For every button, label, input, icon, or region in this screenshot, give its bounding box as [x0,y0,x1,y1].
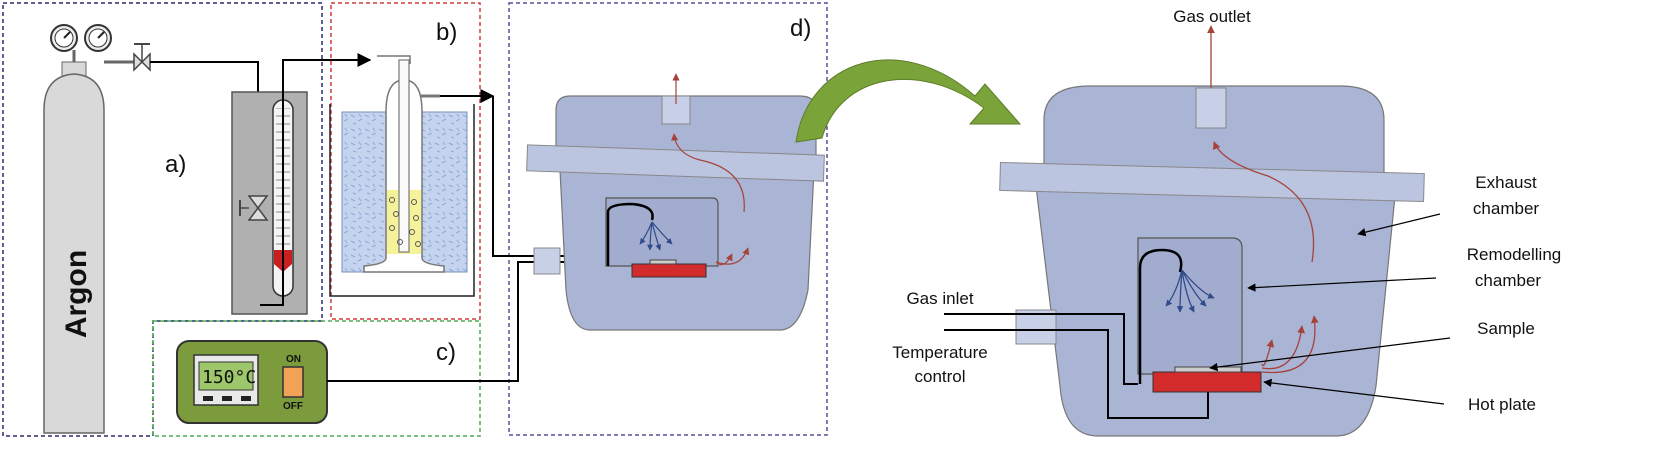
switch-on-label: ON [286,354,301,365]
flowmeter-valve-icon [239,195,269,221]
gas-outlet-label: Gas outlet [1173,7,1251,26]
temperature-controller: 150°C ON OFF [176,340,328,424]
panel-d-label: d) [790,15,811,42]
remodelling-label-line2: chamber [1475,271,1541,290]
panel-b-label: b) [436,19,457,46]
lid-small [526,144,825,182]
temperature-control-line [944,329,1209,419]
sample-small [649,259,677,265]
panel-a-label: a) [165,151,186,178]
heat-arrows-small [671,73,750,266]
panel-c-border [152,320,481,437]
gas-bubbles [389,197,421,247]
pressure-gauges [50,24,112,62]
sample-label: Sample [1477,319,1535,338]
remodelling-label-line1: Remodelling [1467,245,1562,264]
hot-plate-callout-line [1263,378,1445,405]
cylinder-label: Argon [60,250,93,338]
controller-display: 150°C [202,367,256,388]
argon-cylinder: Argon [43,61,105,434]
exhaust-label-line2: chamber [1473,199,1539,218]
zoom-arrow-icon [795,59,1022,143]
bubbler-flask [363,55,445,273]
hot-plate-label: Hot plate [1468,395,1536,414]
chamber-large [999,25,1425,437]
flowmeter [231,91,308,315]
gas-flow-arrows-large [1165,269,1215,313]
heat-arrows-large [1207,25,1319,374]
exhaust-callout-line [1357,213,1441,237]
lid-large [999,161,1425,203]
switch-off-label: OFF [283,401,303,412]
gas-inlet-line [944,313,1138,385]
valve-icon [104,43,151,72]
gas-inlet-label: Gas inlet [906,289,973,308]
remodelling-callout-line [1247,277,1437,292]
panel-b-border [330,2,481,320]
temperature-label-line1: Temperature [892,343,987,362]
exhaust-label-line1: Exhaust [1475,173,1537,192]
sample-callout-line [1209,337,1451,372]
chamber-small [526,73,825,331]
hot-plate-large [1152,371,1262,393]
panel-d-border [508,2,828,436]
sample-large [1174,366,1242,373]
gas-line-through-flowmeter [260,53,372,306]
gas-flow-arrows-small [639,221,673,251]
panel-c-label: c) [436,339,456,366]
temperature-label-line2: control [914,367,965,386]
hot-plate-small [631,263,707,278]
